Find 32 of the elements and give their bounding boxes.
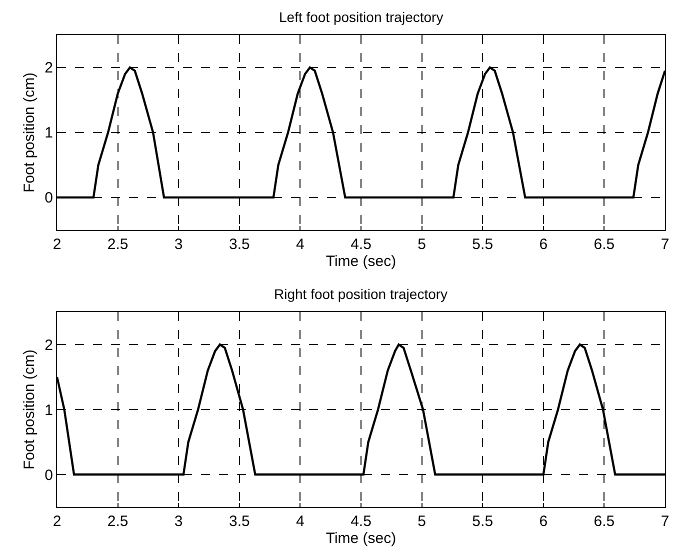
x-tick-label: 6.5	[594, 513, 615, 530]
x-tick-label: 6.5	[594, 236, 615, 253]
y-tick-label: 2	[44, 60, 53, 77]
y-tick-label: 1	[44, 402, 53, 419]
x-tick-label: 5.5	[472, 236, 494, 253]
x-tick-label: 3	[174, 236, 183, 253]
x-tick-label: 4	[296, 513, 304, 530]
x-tick-label: 2.5	[107, 236, 128, 253]
chart-title: Left foot position trajectory	[279, 9, 444, 25]
x-tick-label: 5.5	[472, 513, 494, 530]
y-tick-label: 1	[44, 124, 53, 142]
x-tick-label: 7	[660, 513, 670, 530]
x-tick-label: 3	[174, 513, 183, 530]
x-axis-title: Time (sec)	[326, 252, 396, 270]
y-axis-title: Foot position (cm)	[20, 350, 38, 470]
y-tick-label: 2	[44, 336, 53, 354]
y-tick-label: 0	[44, 190, 53, 207]
x-tick-label: 4.5	[350, 236, 372, 253]
x-tick-label: 5	[418, 236, 426, 253]
x-tick-label: 4.5	[350, 513, 372, 530]
y-axis-title: Foot position (cm)	[20, 72, 38, 192]
x-tick-label: 6	[539, 513, 548, 530]
chart-title: Right foot position trajectory	[274, 286, 448, 302]
x-tick-label: 7	[660, 236, 670, 253]
x-tick-label: 3.5	[228, 236, 250, 253]
x-tick-label: 2.5	[107, 513, 128, 530]
x-tick-label: 6	[539, 236, 548, 253]
x-axis-title: Time (sec)	[326, 530, 396, 547]
x-tick-label: 5	[418, 513, 426, 530]
y-tick-label: 0	[44, 466, 53, 484]
x-tick-label: 3.5	[228, 513, 250, 530]
x-tick-label: 4	[296, 236, 304, 253]
